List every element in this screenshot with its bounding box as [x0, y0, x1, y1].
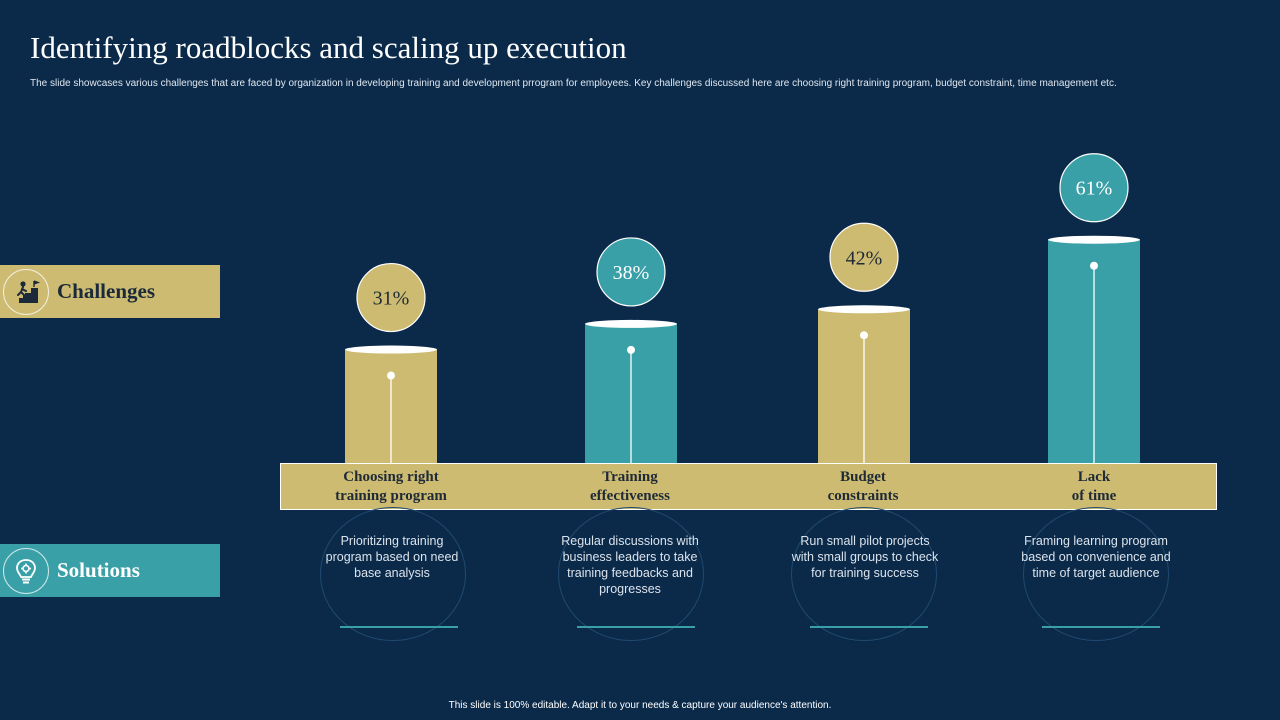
- person-climbing-stairs-icon: [3, 268, 49, 315]
- solutions-band: Solutions: [0, 544, 220, 597]
- category-label-2: Training effectiveness: [590, 469, 670, 504]
- category-label-3: Budget constraints: [827, 469, 899, 504]
- footer-note: This slide is 100% editable. Adapt it to…: [448, 700, 832, 711]
- solution-ring-2: [558, 507, 704, 641]
- challenges-band: Challenges: [0, 265, 220, 318]
- solution-text-3: Run small pilot projects with small grou…: [791, 534, 939, 580]
- solutions-label: Solutions: [57, 558, 140, 582]
- bar-dot-4: [1090, 261, 1098, 270]
- solution-text-4: Framing learning program based on conven…: [1021, 534, 1171, 580]
- value-label-3: 42%: [846, 247, 883, 269]
- category-label-4: Lack of time: [1071, 469, 1117, 504]
- category-base-bar: [280, 463, 1217, 510]
- category-label-1: Choosing right training program: [335, 469, 447, 504]
- value-label-1: 31%: [373, 288, 410, 310]
- bar-dot-2: [627, 345, 635, 354]
- value-bubble-4: [1059, 153, 1129, 223]
- solution-underline-2: [577, 626, 695, 628]
- value-bubble-1: [356, 262, 426, 333]
- solution-ring-4: [1023, 507, 1169, 641]
- solution-underline-3: [810, 626, 928, 628]
- value-bubble-3: [829, 222, 899, 292]
- bar-cap-4: [1048, 235, 1140, 244]
- bar-dot-1: [387, 371, 395, 380]
- solution-ring-3: [791, 507, 937, 641]
- solution-ring-1: [320, 507, 466, 641]
- bar-dot-3: [860, 331, 868, 340]
- bar-cap-1: [345, 345, 437, 354]
- value-label-2: 38%: [613, 262, 650, 284]
- page-title: Identifying roadblocks and scaling up ex…: [30, 30, 627, 65]
- bar-cap-3: [818, 305, 910, 314]
- solution-text-1: Prioritizing training program based on n…: [325, 534, 459, 580]
- bar-cap-2: [585, 319, 677, 328]
- challenges-label: Challenges: [57, 279, 156, 303]
- value-label-4: 61%: [1076, 178, 1113, 200]
- solution-underline-4: [1042, 626, 1160, 628]
- solution-underline-1: [340, 626, 458, 628]
- page-subtitle: The slide showcases various challenges t…: [30, 78, 1117, 89]
- value-bubble-2: [596, 237, 666, 307]
- lightbulb-gear-icon: [3, 547, 49, 594]
- solution-text-2: Regular discussions with business leader…: [561, 534, 699, 596]
